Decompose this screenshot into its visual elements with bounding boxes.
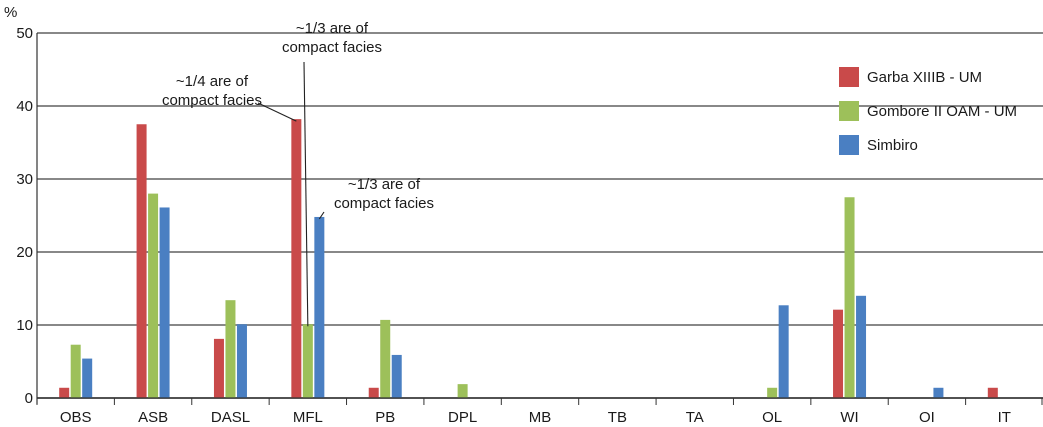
legend-label: Gombore II OAM - UM xyxy=(867,103,1017,120)
bar-simbiro-obs xyxy=(82,358,93,398)
x-tick-label: MFL xyxy=(293,409,323,426)
axes: % xyxy=(4,4,1043,405)
bar-garba-xiiib-um-mfl xyxy=(291,119,302,398)
y-tick-label: 50 xyxy=(16,25,33,42)
bar-gombore-ii-oam-um-ol xyxy=(767,387,778,398)
y-tick-label: 0 xyxy=(25,390,33,407)
annotation-leader-line xyxy=(318,211,325,220)
legend: Garba XIIIB - UM Gombore II OAM - UM Simbi… xyxy=(839,67,1017,155)
bar-gombore-ii-oam-um-mfl xyxy=(302,324,313,398)
x-tick-label: MB xyxy=(529,409,552,426)
bar-simbiro-ol xyxy=(778,305,789,398)
bar-gombore-ii-oam-um-dasl xyxy=(225,300,236,398)
x-tick-label: WI xyxy=(840,409,858,426)
legend-swatch xyxy=(839,135,859,155)
bar-garba-xiiib-um-it xyxy=(987,387,998,398)
bar-simbiro-pb xyxy=(391,354,402,398)
annotation-text: compact facies xyxy=(282,39,382,56)
x-tick-label: IT xyxy=(998,409,1011,426)
bar-gombore-ii-oam-um-pb xyxy=(380,319,391,398)
y-tick-label: 40 xyxy=(16,98,33,115)
bars xyxy=(59,119,998,398)
bar-simbiro-mfl xyxy=(314,216,325,398)
y-axis-label: % xyxy=(4,4,17,21)
x-tick-label: OL xyxy=(762,409,782,426)
legend-label: Simbiro xyxy=(867,137,918,154)
annotation-text: compact facies xyxy=(162,92,262,109)
x-tick-label: DASL xyxy=(211,409,250,426)
bar-garba-xiiib-um-dasl xyxy=(213,338,224,398)
y-tick-label: 20 xyxy=(16,244,33,261)
annotations: ~1/3 are of compact facies ~1/4 are of comp… xyxy=(162,20,434,327)
bar-simbiro-asb xyxy=(159,207,170,398)
x-tick-label: TA xyxy=(686,409,704,426)
x-tick-label: OBS xyxy=(60,409,92,426)
bar-simbiro-dasl xyxy=(236,324,247,398)
x-tick-label: TB xyxy=(608,409,627,426)
bar-garba-xiiib-um-asb xyxy=(136,124,147,398)
bar-garba-xiiib-um-wi xyxy=(833,309,844,398)
legend-swatch xyxy=(839,101,859,121)
annotation-text: ~1/3 are of xyxy=(296,20,369,37)
bar-simbiro-wi xyxy=(856,295,867,398)
y-tick-label: 30 xyxy=(16,171,33,188)
x-tick-label: DPL xyxy=(448,409,477,426)
tick-labels: 0 10 20 30 40 50 OBS ASB DASL MFL PB DPL MB TB TA OL WI O… xyxy=(16,25,1011,426)
y-tick-label: 10 xyxy=(16,317,33,334)
legend-label: Garba XIIIB - UM xyxy=(867,69,982,86)
annotation-text: compact facies xyxy=(334,195,434,212)
bar-gombore-ii-oam-um-wi xyxy=(844,197,855,398)
bar-gombore-ii-oam-um-asb xyxy=(148,193,159,398)
x-tick-label: ASB xyxy=(138,409,168,426)
bar-garba-xiiib-um-obs xyxy=(59,387,70,398)
bar-garba-xiiib-um-pb xyxy=(368,387,379,398)
x-tick-label: OI xyxy=(919,409,935,426)
bar-gombore-ii-oam-um-obs xyxy=(70,344,81,398)
annotation-text: ~1/4 are of xyxy=(176,73,249,90)
legend-swatch xyxy=(839,67,859,87)
bar-simbiro-oi xyxy=(933,387,944,398)
annotation-text: ~1/3 are of xyxy=(348,176,421,193)
bar-gombore-ii-oam-um-dpl xyxy=(457,384,468,398)
x-tick-label: PB xyxy=(375,409,395,426)
annotation-leader-line xyxy=(257,102,297,122)
annotation-leader-line xyxy=(303,61,309,327)
